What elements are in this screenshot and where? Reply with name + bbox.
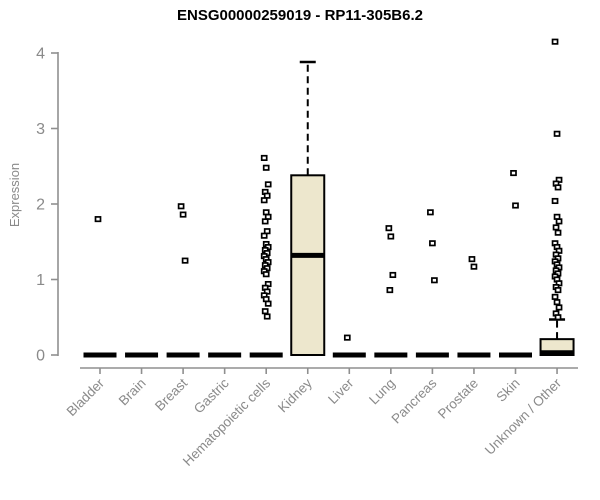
collapsed-box-hematopoietic-cells [249,352,283,358]
outlier-point-unknown-other [552,224,560,231]
outlier-point-hematopoietic-cells [260,232,268,239]
outlier-point-hematopoietic-cells [262,271,270,278]
y-tick-label: 4 [36,46,45,63]
outlier-point-lung [385,225,393,232]
outlier-point-unknown-other [551,197,559,205]
outlier-point-unknown-other [554,184,562,191]
outlier-point-unknown-other [555,304,563,311]
y-tick-label: 0 [36,348,45,365]
outlier-point-unknown-other [554,229,562,236]
outlier-point-breast [179,211,187,218]
outlier-point-lung [389,271,397,279]
box-kidney [290,174,326,356]
outlier-point-hematopoietic-cells [262,164,270,171]
outlier-point-unknown-other [553,299,561,306]
y-tick-label: 3 [36,121,45,138]
outlier-point-pancreas [427,209,434,216]
outlier-point-prostate [470,263,478,270]
x-tick-label-pancreas: Pancreas [389,375,440,426]
x-tick-label-prostate: Prostate [435,376,481,422]
outlier-point-liver [343,334,351,341]
collapsed-box-skin [499,352,532,358]
x-tick-label-breast: Breast [152,375,190,413]
collapsed-box-liver [332,352,366,358]
outlier-point-hematopoietic-cells [261,308,269,315]
outlier-point-hematopoietic-cells [263,313,271,320]
chart-title: ENSG00000259019 - RP11-305B6.2 [176,7,423,24]
x-tick-label-skin: Skin [493,376,522,405]
outlier-point-unknown-other [554,314,562,321]
outlier-point-unknown-other [553,130,561,137]
outlier-point-pancreas [429,240,436,247]
collapsed-box-lung [374,352,408,358]
outlier-point-breast [181,257,189,264]
x-tick-label-kidney: Kidney [275,375,315,415]
x-tick-label-unknown-other: Unknown / Other [482,375,565,458]
outlier-point-hematopoietic-cells [260,154,268,161]
collapsed-box-prostate [457,352,491,358]
outlier-point-hematopoietic-cells [260,197,268,204]
outlier-point-hematopoietic-cells [261,218,269,225]
x-tick-label-lung: Lung [366,376,398,408]
outlier-point-unknown-other [554,287,562,294]
collapsed-box-gastric [208,352,242,358]
outlier-point-skin [510,169,517,177]
collapsed-box-brain [125,352,159,358]
y-tick-label: 2 [36,197,45,214]
outlier-point-lung [387,233,395,240]
outlier-point-hematopoietic-cells [264,181,272,188]
outlier-point-breast [177,203,185,210]
outlier-point-unknown-other [551,293,559,300]
outlier-point-hematopoietic-cells [264,300,272,307]
outlier-point-lung [386,287,394,294]
outlier-point-prostate [468,256,476,263]
outlier-point-pancreas [431,277,438,284]
x-tick-label-gastric: Gastric [191,375,232,416]
x-tick-label-liver: Liver [325,375,357,407]
x-tick-label-bladder: Bladder [64,375,108,419]
outlier-point-skin [512,202,519,209]
x-tick-label-brain: Brain [116,376,149,409]
outlier-point-unknown-other [551,38,559,45]
collapsed-box-breast [166,352,200,358]
outlier-point-bladder [94,216,102,223]
outlier-point-unknown-other [555,218,563,225]
collapsed-box-bladder [83,352,117,358]
collapsed-box-pancreas [415,352,449,358]
y-tick-label: 1 [36,272,45,289]
